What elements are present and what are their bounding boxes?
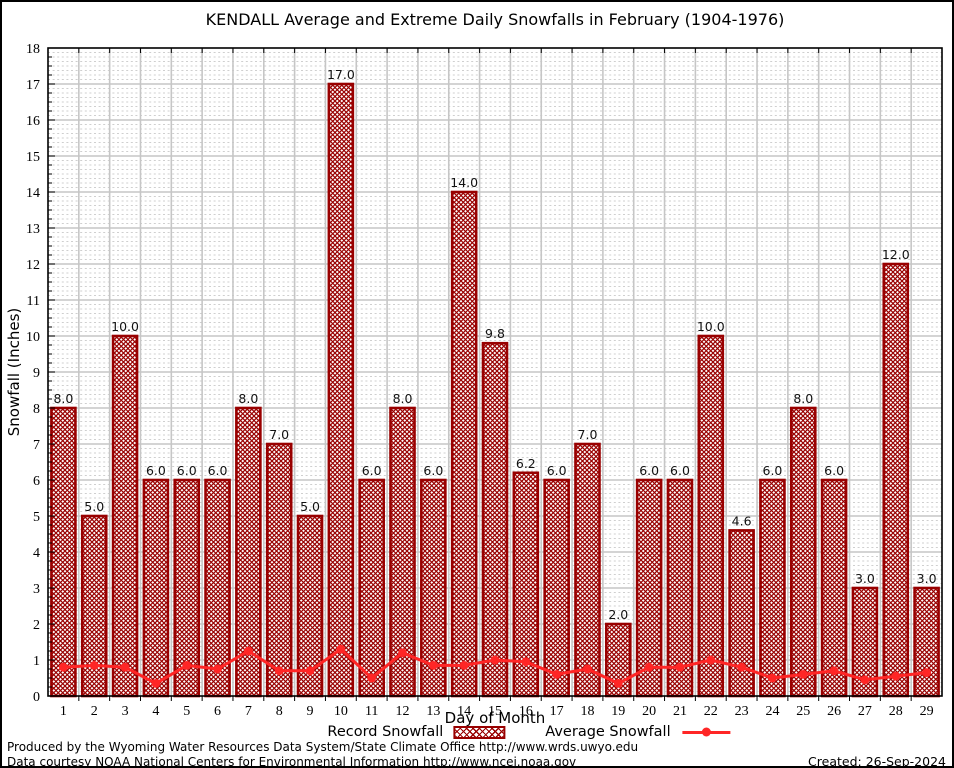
svg-text:8.0: 8.0 xyxy=(393,391,413,406)
svg-text:3: 3 xyxy=(33,582,40,597)
svg-text:6.0: 6.0 xyxy=(670,463,690,478)
svg-text:15: 15 xyxy=(26,150,40,165)
svg-text:6.0: 6.0 xyxy=(362,463,382,478)
svg-text:4: 4 xyxy=(33,546,40,561)
svg-text:8.0: 8.0 xyxy=(53,391,73,406)
svg-text:3: 3 xyxy=(122,704,129,719)
svg-text:6.0: 6.0 xyxy=(639,463,659,478)
svg-text:6.0: 6.0 xyxy=(423,463,443,478)
svg-text:7: 7 xyxy=(245,704,252,719)
svg-text:11: 11 xyxy=(27,294,40,309)
chart-title: KENDALL Average and Extreme Daily Snowfa… xyxy=(205,10,785,29)
svg-text:18: 18 xyxy=(580,704,594,719)
average-snowfall-line-icon xyxy=(682,727,731,737)
svg-text:11: 11 xyxy=(365,704,378,719)
svg-text:2.0: 2.0 xyxy=(608,607,628,622)
svg-text:21: 21 xyxy=(673,704,687,719)
svg-text:7.0: 7.0 xyxy=(269,427,289,442)
svg-text:6.2: 6.2 xyxy=(516,456,536,471)
svg-text:8: 8 xyxy=(33,402,40,417)
svg-text:5.0: 5.0 xyxy=(300,499,320,514)
svg-text:12.0: 12.0 xyxy=(882,247,910,262)
svg-text:2: 2 xyxy=(33,618,40,633)
svg-text:9: 9 xyxy=(33,366,40,381)
svg-text:16: 16 xyxy=(26,114,40,129)
svg-text:2: 2 xyxy=(91,704,98,719)
record-snowfall-bars xyxy=(50,82,940,698)
svg-text:12: 12 xyxy=(26,258,40,273)
svg-text:6.0: 6.0 xyxy=(824,463,844,478)
svg-text:4: 4 xyxy=(152,704,159,719)
svg-text:13: 13 xyxy=(426,704,440,719)
svg-text:5: 5 xyxy=(33,510,40,525)
chart-legend: Record Snowfall Average Snowfall xyxy=(327,724,731,740)
svg-text:6.0: 6.0 xyxy=(146,463,166,478)
svg-text:27: 27 xyxy=(858,704,872,719)
svg-text:28: 28 xyxy=(889,704,903,719)
footer-credit-line1: Produced by the Wyoming Water Resources … xyxy=(7,740,639,754)
svg-text:1: 1 xyxy=(60,704,67,719)
legend-record-label: Record Snowfall xyxy=(327,724,444,740)
svg-text:23: 23 xyxy=(735,704,749,719)
svg-text:0: 0 xyxy=(33,690,40,705)
svg-text:14: 14 xyxy=(457,704,471,719)
svg-text:16: 16 xyxy=(519,704,533,719)
svg-text:5: 5 xyxy=(183,704,190,719)
svg-text:7.0: 7.0 xyxy=(578,427,598,442)
svg-text:4.6: 4.6 xyxy=(732,513,752,528)
svg-text:10.0: 10.0 xyxy=(111,319,139,334)
svg-text:9.8: 9.8 xyxy=(485,326,505,341)
svg-text:8: 8 xyxy=(276,704,283,719)
svg-text:24: 24 xyxy=(765,704,779,719)
svg-text:9: 9 xyxy=(307,704,314,719)
svg-text:29: 29 xyxy=(920,704,934,719)
footer-credit-line2: Data courtesy NOAA National Centers for … xyxy=(7,755,577,768)
created-date: Created: 26-Sep-2024 xyxy=(808,754,946,768)
svg-text:6: 6 xyxy=(214,704,221,719)
svg-text:1: 1 xyxy=(33,654,40,669)
svg-text:14.0: 14.0 xyxy=(450,175,478,190)
svg-text:6.0: 6.0 xyxy=(208,463,228,478)
svg-text:3.0: 3.0 xyxy=(917,571,937,586)
svg-text:26: 26 xyxy=(827,704,841,719)
svg-text:14: 14 xyxy=(26,186,40,201)
svg-text:22: 22 xyxy=(704,704,718,719)
average-snowfall-series xyxy=(59,644,931,688)
record-snowfall-swatch-icon xyxy=(453,725,506,739)
svg-text:20: 20 xyxy=(642,704,656,719)
average-snowfall-marker-icon xyxy=(702,727,712,737)
svg-text:6.0: 6.0 xyxy=(177,463,197,478)
bar-value-labels: 8.0 5.0 10.0 6.0 6.0 6.0 8.0 7.0 5.0 17.0 6.0 8.0 6.… xyxy=(53,67,936,622)
svg-text:10: 10 xyxy=(334,704,348,719)
svg-text:19: 19 xyxy=(611,704,625,719)
svg-text:5.0: 5.0 xyxy=(84,499,104,514)
svg-text:6.0: 6.0 xyxy=(547,463,567,478)
svg-text:13: 13 xyxy=(26,222,40,237)
axis-ticks xyxy=(48,48,912,701)
legend-average-label: Average Snowfall xyxy=(545,724,671,740)
svg-text:6.0: 6.0 xyxy=(763,463,783,478)
svg-text:12: 12 xyxy=(396,704,410,719)
svg-text:18: 18 xyxy=(26,42,40,57)
svg-text:17: 17 xyxy=(550,704,564,719)
svg-text:15: 15 xyxy=(488,704,502,719)
svg-text:25: 25 xyxy=(796,704,810,719)
svg-text:17: 17 xyxy=(26,78,40,93)
svg-text:8.0: 8.0 xyxy=(238,391,258,406)
x-tick-labels: 1 2 3 4 5 6 7 8 9 10 11 12 13 14 15 16 17 18 19 20 21 22 23 24 2… xyxy=(60,704,934,719)
svg-text:10.0: 10.0 xyxy=(697,319,725,334)
svg-text:6: 6 xyxy=(33,474,40,489)
svg-text:8.0: 8.0 xyxy=(793,391,813,406)
svg-text:17.0: 17.0 xyxy=(327,67,355,82)
x-axis-title: Day of Month xyxy=(444,709,546,727)
svg-text:3.0: 3.0 xyxy=(855,571,875,586)
svg-text:7: 7 xyxy=(33,438,40,453)
svg-text:10: 10 xyxy=(26,330,40,345)
